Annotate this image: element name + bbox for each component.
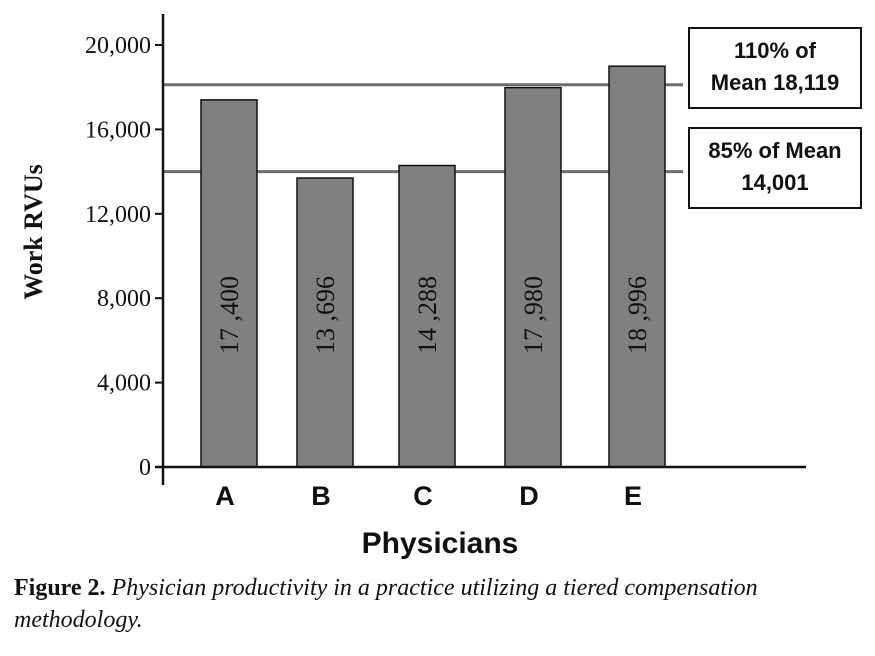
bar-value-label: 17 ,400 — [215, 276, 244, 354]
bar-A — [200, 99, 258, 468]
x-tick-label: D — [519, 481, 539, 511]
reference-label-box-2 — [688, 127, 862, 209]
y-axis-title: Work RVUs — [19, 164, 48, 300]
y-tick-label: 4,000 — [97, 371, 151, 397]
y-tick-label: 12,000 — [85, 202, 151, 228]
bar-E — [608, 65, 666, 468]
reference-label-line: Mean 18,119 — [711, 70, 839, 95]
x-tick-label: E — [624, 481, 642, 511]
x-tick-label: B — [311, 481, 331, 511]
figure-caption: Figure 2. Physician productivity in a pr… — [14, 572, 864, 636]
reference-label-line: 85% of Mean — [708, 138, 841, 163]
bar-B — [296, 177, 354, 468]
bar-value-label: 18 ,996 — [623, 276, 652, 354]
bar-value-label: 14 ,288 — [413, 276, 442, 354]
reference-label-line: 110% of — [734, 38, 817, 63]
bar-C — [398, 164, 456, 468]
reference-lines: 110% of Mean 18,119 85% of Mean 14,001 — [163, 27, 862, 209]
bar-value-label: 17 ,980 — [519, 276, 548, 354]
x-tick-label: C — [413, 481, 433, 511]
bar-D — [504, 86, 562, 468]
bar-chart: 110% of Mean 18,119 85% of Mean 14,001 17 ,… — [19, 14, 862, 560]
bar-value-label: 13 ,696 — [311, 276, 340, 354]
reference-label-line: 14,001 — [741, 170, 808, 195]
reference-label-box-1 — [688, 27, 862, 109]
x-axis-title: Physicians — [362, 527, 519, 560]
labels: 17 ,400 A 13 ,696 B 14 ,288 C 17 ,980 D 18 ,996 E… — [85, 33, 652, 511]
y-tick-label: 0 — [139, 455, 151, 481]
y-tick-label: 16,000 — [85, 117, 151, 143]
caption-figure-number: Figure 2. — [14, 575, 106, 601]
x-tick-label: A — [215, 481, 235, 511]
y-tick-label: 20,000 — [85, 33, 151, 59]
axes — [155, 14, 806, 485]
y-tick-label: 8,000 — [97, 286, 151, 312]
caption-text: Physician productivity in a practice uti… — [14, 575, 758, 633]
bars — [200, 65, 666, 468]
